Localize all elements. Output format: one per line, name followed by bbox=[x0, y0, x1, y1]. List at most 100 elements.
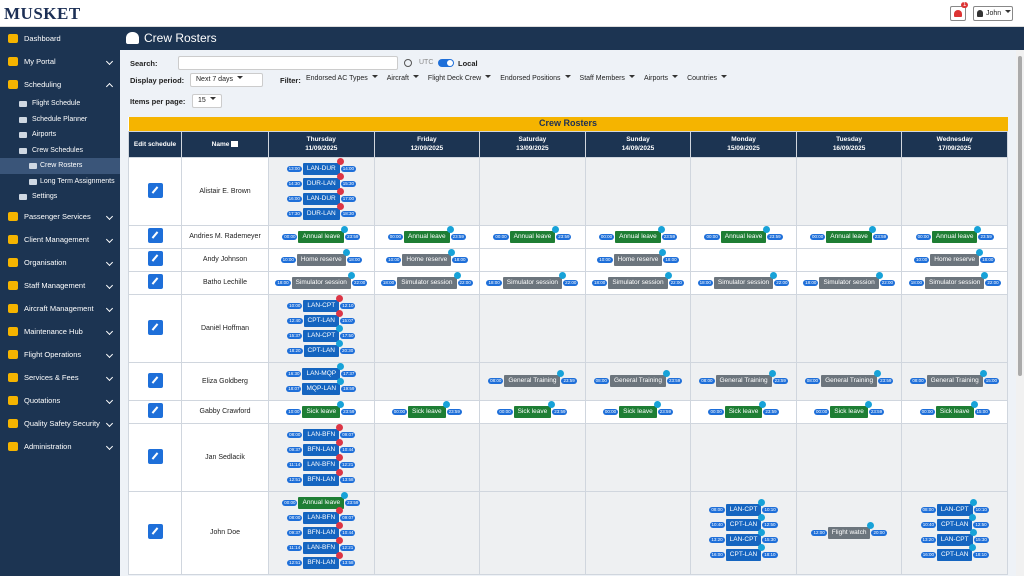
roster-event[interactable]: 18:07 MQP-LAN 19:59 bbox=[269, 377, 374, 396]
logo[interactable]: MUSKET bbox=[4, 4, 81, 23]
roster-event[interactable]: 08:00 LAN-BFN 09:07 bbox=[269, 506, 374, 525]
roster-event[interactable]: 11:14 LAN-BFN 12:21 bbox=[269, 536, 374, 555]
edit-button[interactable] bbox=[147, 403, 163, 418]
filter-dropdown[interactable]: Countries bbox=[687, 75, 727, 82]
user-menu[interactable]: John bbox=[973, 6, 1013, 21]
notifications[interactable]: 1 bbox=[950, 2, 969, 21]
edit-button[interactable] bbox=[147, 251, 163, 266]
nav-item[interactable]: Administration bbox=[0, 435, 120, 458]
roster-event[interactable]: 08:00 LAN-BFN 09:07 bbox=[269, 423, 374, 442]
roster-event[interactable]: 13:20 LAN-CPT 15:30 bbox=[902, 529, 1007, 548]
roster-event[interactable]: 10:00 Sick leave 23:59 bbox=[269, 400, 374, 419]
roster-event[interactable]: 00:00 Sick leave 15:00 bbox=[902, 400, 1007, 419]
filter-dropdown[interactable]: Airports bbox=[644, 75, 678, 82]
roster-event[interactable]: 00:00 Sick leave 23:59 bbox=[375, 400, 480, 419]
search-input[interactable] bbox=[178, 56, 398, 70]
edit-button[interactable] bbox=[147, 372, 163, 388]
roster-event[interactable]: 00:00 Sick leave 23:59 bbox=[586, 400, 691, 419]
roster-event[interactable]: 18:00 Simulator session 22:00 bbox=[269, 271, 374, 290]
name-header[interactable]: Name bbox=[181, 130, 269, 158]
filter-dropdown[interactable]: Aircraft bbox=[387, 75, 419, 82]
roster-event[interactable]: 16:00 CPT-LAN 18:10 bbox=[691, 544, 796, 563]
roster-event[interactable]: 18:00 Simulator session 22:00 bbox=[691, 271, 796, 290]
roster-event[interactable]: 09:37 BFN-LAN 10:44 bbox=[269, 438, 374, 457]
roster-event[interactable]: 16:00 CPT-LAN 18:10 bbox=[902, 544, 1007, 563]
nav-item[interactable]: Services & Fees bbox=[0, 366, 120, 389]
nav-item[interactable]: Aircraft Management bbox=[0, 297, 120, 320]
roster-event[interactable]: 08:00 General Training 23:59 bbox=[480, 370, 585, 389]
roster-event[interactable]: 00:00 Annual leave 23:59 bbox=[269, 491, 374, 510]
roster-event[interactable]: 10:00 LAN-CPT 12:10 bbox=[269, 294, 374, 313]
nav-item[interactable]: Quotations bbox=[0, 389, 120, 412]
nav-item[interactable]: Settings bbox=[0, 189, 120, 205]
nav-item[interactable]: My Portal bbox=[0, 50, 120, 73]
nav-item[interactable]: Maintenance Hub bbox=[0, 320, 120, 343]
roster-event[interactable]: 12:40 CPT-LAN 15:07 bbox=[269, 309, 374, 328]
roster-event[interactable]: 16:00 LAN-DUR 17:00 bbox=[269, 187, 374, 206]
nav-item[interactable]: Flight Operations bbox=[0, 343, 120, 366]
roster-event[interactable]: 15:37 LAN-CPT 17:50 bbox=[269, 324, 374, 343]
roster-event[interactable]: 09:37 BFN-LAN 10:44 bbox=[269, 521, 374, 540]
roster-event[interactable]: 14:30 DUR-LAN 15:30 bbox=[269, 172, 374, 191]
roster-event[interactable]: 18:00 Simulator session 22:00 bbox=[902, 271, 1007, 290]
roster-event[interactable]: 18:00 Simulator session 22:00 bbox=[480, 271, 585, 290]
roster-event[interactable]: 00:00 Annual leave 23:59 bbox=[902, 225, 1007, 244]
roster-event[interactable]: 08:00 General Training 23:59 bbox=[797, 370, 902, 389]
roster-event[interactable]: 18:00 Simulator session 22:00 bbox=[797, 271, 902, 290]
edit-button[interactable] bbox=[147, 182, 163, 198]
roster-event[interactable]: 08:00 LAN-CPT 10:10 bbox=[902, 499, 1007, 518]
roster-event[interactable]: 00:00 Annual leave 23:59 bbox=[691, 225, 796, 244]
nav-item[interactable]: Dashboard bbox=[0, 27, 120, 50]
edit-button[interactable] bbox=[147, 228, 163, 243]
roster-event[interactable]: 10:00 Home reserve 18:00 bbox=[375, 248, 480, 267]
roster-event[interactable]: 18:00 Simulator session 22:00 bbox=[375, 271, 480, 290]
roster-event[interactable]: 12:00 Flight watch 20:00 bbox=[797, 521, 902, 540]
nav-item[interactable]: Flight Schedule bbox=[0, 96, 120, 112]
filter-dropdown[interactable]: Endorsed Positions bbox=[500, 75, 570, 82]
roster-event[interactable]: 10:40 CPT-LAN 12:50 bbox=[691, 514, 796, 533]
roster-event[interactable]: 10:00 Home reserve 18:00 bbox=[586, 248, 691, 267]
roster-event[interactable]: 08:00 General Training 23:59 bbox=[691, 370, 796, 389]
roster-event[interactable]: 00:00 Annual leave 23:59 bbox=[586, 225, 691, 244]
roster-event[interactable]: 00:00 Sick leave 23:59 bbox=[691, 400, 796, 419]
filter-dropdown[interactable]: Staff Members bbox=[580, 75, 635, 82]
nav-item[interactable]: Schedule Planner bbox=[0, 112, 120, 128]
nav-item[interactable]: Long Term Assignments bbox=[0, 174, 120, 190]
roster-event[interactable]: 18:20 CPT-LAN 20:30 bbox=[269, 339, 374, 358]
nav-item[interactable]: Quality Safety Security bbox=[0, 412, 120, 435]
nav-item[interactable]: Staff Management bbox=[0, 274, 120, 297]
roster-event[interactable]: 10:00 Home reserve 18:00 bbox=[902, 248, 1007, 267]
roster-event[interactable]: 00:00 Sick leave 23:59 bbox=[480, 400, 585, 419]
roster-event[interactable]: 13:00 LAN-DUR 14:00 bbox=[269, 157, 374, 176]
nav-item[interactable]: Scheduling bbox=[0, 73, 120, 96]
roster-event[interactable]: 00:00 Annual leave 23:59 bbox=[480, 225, 585, 244]
roster-event[interactable]: 10:40 CPT-LAN 12:50 bbox=[902, 514, 1007, 533]
roster-event[interactable]: 17:30 DUR-LAN 18:30 bbox=[269, 202, 374, 221]
edit-button[interactable] bbox=[147, 448, 163, 464]
nav-item[interactable]: Crew Schedules bbox=[0, 143, 120, 159]
roster-event[interactable]: 00:00 Annual leave 23:59 bbox=[269, 225, 374, 244]
roster-event[interactable]: 13:20 LAN-CPT 15:30 bbox=[691, 529, 796, 548]
roster-event[interactable]: 12:51 BFN-LAN 13:58 bbox=[269, 551, 374, 570]
roster-event[interactable]: 16:30 LAN-MQP 17:37 bbox=[269, 362, 374, 381]
roster-event[interactable]: 00:00 Annual leave 23:59 bbox=[797, 225, 902, 244]
nav-item[interactable]: Passenger Services bbox=[0, 205, 120, 228]
nav-item[interactable]: Organisation bbox=[0, 251, 120, 274]
edit-button[interactable] bbox=[147, 319, 163, 335]
edit-button[interactable] bbox=[147, 274, 163, 289]
roster-event[interactable]: 11:14 LAN-BFN 12:21 bbox=[269, 453, 374, 472]
roster-event[interactable]: 00:00 Sick leave 23:59 bbox=[797, 400, 902, 419]
roster-event[interactable]: 08:00 General Training 15:00 bbox=[902, 370, 1007, 389]
edit-button[interactable] bbox=[147, 524, 163, 539]
roster-event[interactable]: 08:00 LAN-CPT 10:10 bbox=[691, 499, 796, 518]
roster-event[interactable]: 12:51 BFN-LAN 13:58 bbox=[269, 468, 374, 487]
items-select[interactable]: 15 bbox=[192, 94, 222, 108]
period-select[interactable]: Next 7 days bbox=[190, 73, 263, 87]
roster-event[interactable]: 00:00 Annual leave 23:59 bbox=[375, 225, 480, 244]
roster-event[interactable]: 10:00 Home reserve 18:00 bbox=[269, 248, 374, 267]
roster-event[interactable]: 08:00 General Training 23:59 bbox=[586, 370, 691, 389]
roster-event[interactable]: 18:00 Simulator session 22:00 bbox=[586, 271, 691, 290]
filter-dropdown[interactable]: Flight Deck Crew bbox=[428, 75, 491, 82]
nav-item[interactable]: Client Management bbox=[0, 228, 120, 251]
nav-item[interactable]: Airports bbox=[0, 127, 120, 143]
